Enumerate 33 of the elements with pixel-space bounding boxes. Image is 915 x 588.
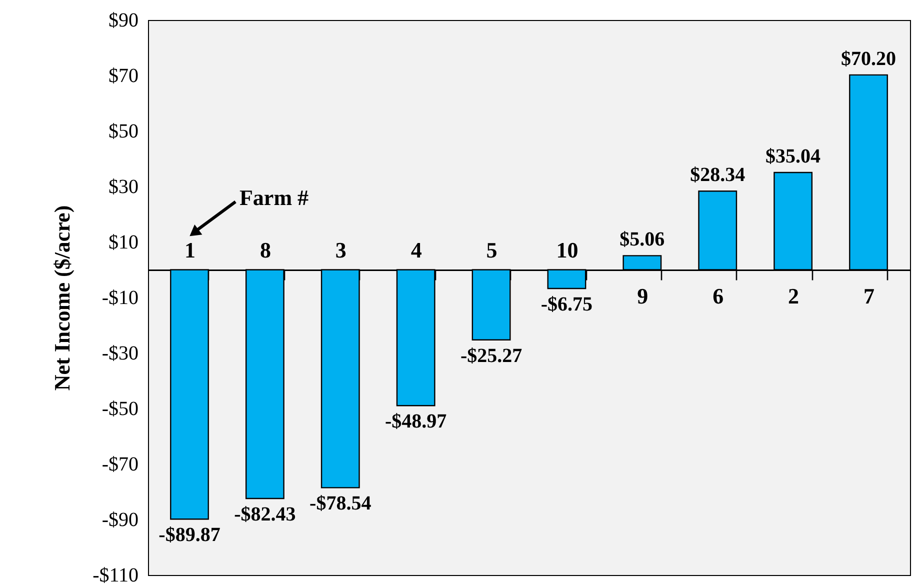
y-tick-label: -$30 <box>102 342 138 364</box>
y-tick-label: $10 <box>108 232 138 254</box>
y-tick-label: -$90 <box>102 509 138 531</box>
y-axis-title: Net Income ($/acre) <box>50 205 75 391</box>
data-label: $35.04 <box>766 146 821 168</box>
x-tick-label: 8 <box>260 237 271 262</box>
x-tick-label: 1 <box>184 237 196 262</box>
x-tick-label: 5 <box>486 237 498 262</box>
y-tick-label: $70 <box>108 65 138 87</box>
data-label: -$89.87 <box>158 524 220 546</box>
y-tick-label: $30 <box>108 176 138 198</box>
data-label: $70.20 <box>841 48 896 70</box>
x-tick-label: 7 <box>864 283 875 308</box>
data-label: $5.06 <box>620 228 665 251</box>
x-tick-label: 4 <box>410 237 422 262</box>
x-tick-label: 2 <box>788 283 800 308</box>
data-label: $28.34 <box>690 164 746 186</box>
y-tick-label: -$10 <box>102 287 138 309</box>
x-tick-label: 6 <box>712 283 724 308</box>
data-label: -$6.75 <box>540 293 593 316</box>
y-tick-label: -$70 <box>102 454 138 476</box>
x-tick-label: 3 <box>335 237 346 262</box>
data-label: -$82.43 <box>234 503 296 526</box>
annotation: Farm # <box>239 184 309 210</box>
data-label: -$78.54 <box>310 492 372 515</box>
y-tick-label: $50 <box>108 120 138 142</box>
y-tick-label: -$50 <box>102 398 138 420</box>
y-tick-label: $90 <box>108 10 138 32</box>
x-tick-label: 10 <box>556 237 578 262</box>
x-tick-label: 9 <box>637 283 648 308</box>
y-tick-label: -$110 <box>92 564 138 586</box>
data-label: -$25.27 <box>460 344 522 367</box>
data-label: -$48.97 <box>384 410 447 433</box>
